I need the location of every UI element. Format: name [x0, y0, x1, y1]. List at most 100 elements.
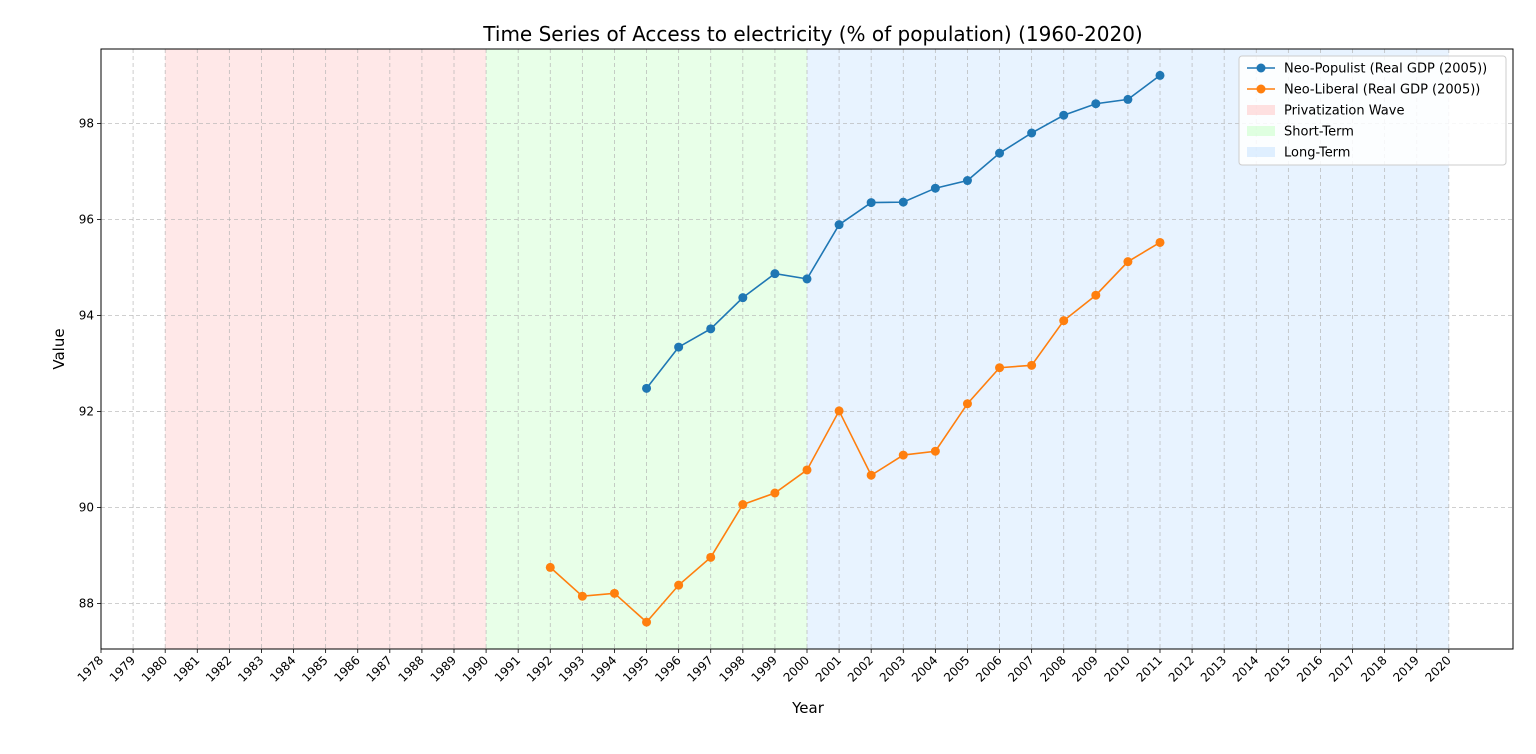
series-0-point-11	[995, 148, 1005, 158]
x-tick-label-1: 1979	[107, 653, 138, 684]
series-0-point-8	[898, 197, 908, 207]
x-tick-label-23: 2001	[813, 653, 844, 684]
x-tick-label-33: 2011	[1134, 653, 1165, 684]
x-tick-label-20: 1998	[716, 653, 747, 684]
series-0-point-5	[802, 274, 812, 284]
chart-title: Time Series of Access to electricity (% …	[482, 22, 1142, 46]
legend-box	[1238, 55, 1507, 166]
series-0-point-0	[642, 383, 652, 393]
series-0-point-9	[930, 183, 940, 193]
x-tick-label-13: 1991	[492, 653, 523, 684]
series-1-point-1	[577, 591, 587, 601]
series-1-point-15	[1027, 360, 1037, 370]
series-layer	[545, 70, 1165, 627]
y-tick-label-4: 96	[79, 212, 94, 226]
series-1-point-16	[1059, 316, 1069, 326]
legend: Neo-Populist (Real GDP (2005)) Neo-Libera…	[1238, 55, 1507, 166]
x-tick-label-11: 1989	[428, 653, 459, 684]
series-1-point-18	[1123, 257, 1133, 267]
y-tick-label-0: 88	[79, 596, 94, 610]
x-axis-ticks: 1978 1979 1980 1981 1982 1983 1984 1985 1986 1987…	[75, 649, 1454, 685]
x-tick-label-12: 1990	[460, 653, 491, 684]
legend-marker-0	[1256, 63, 1266, 73]
x-tick-label-3: 1981	[171, 653, 202, 684]
x-tick-label-30: 2008	[1037, 653, 1068, 684]
series-1-point-17	[1091, 290, 1101, 300]
period-band-0	[165, 49, 487, 649]
x-tick-label-40: 2018	[1358, 653, 1389, 684]
y-axis-ticks: 88 90 92 94 96 98	[79, 116, 101, 610]
series-0-point-7	[866, 198, 876, 208]
x-tick-label-9: 1987	[363, 653, 394, 684]
x-tick-label-42: 2020	[1422, 653, 1453, 684]
series-1-point-8	[802, 465, 812, 475]
x-axis-title: Year	[791, 699, 825, 717]
x-tick-label-24: 2002	[845, 653, 876, 684]
x-tick-label-15: 1993	[556, 653, 587, 684]
y-tick-label-2: 92	[79, 404, 94, 418]
x-tick-label-28: 2006	[973, 653, 1004, 684]
series-0-point-12	[1027, 128, 1037, 138]
x-tick-label-4: 1982	[203, 653, 234, 684]
x-tick-label-2: 1980	[139, 653, 170, 684]
series-0-point-3	[738, 293, 748, 303]
legend-swatch-period-1	[1247, 126, 1275, 136]
grid-lines	[100, 49, 1513, 649]
series-0-point-13	[1059, 110, 1069, 120]
x-tick-label-26: 2004	[909, 653, 940, 684]
x-tick-label-22: 2000	[781, 653, 812, 684]
series-1-point-0	[545, 562, 555, 572]
x-tick-label-38: 2016	[1294, 653, 1325, 684]
x-tick-label-31: 2009	[1069, 653, 1100, 684]
series-0-point-10	[962, 176, 972, 186]
series-1-point-12	[930, 446, 940, 456]
series-1-point-11	[898, 450, 908, 460]
x-tick-label-7: 1985	[299, 653, 330, 684]
series-0-point-14	[1091, 99, 1101, 109]
series-1-point-5	[706, 552, 716, 562]
series-1-point-10	[866, 470, 876, 480]
x-tick-label-36: 2014	[1230, 653, 1261, 684]
period-band-1	[486, 49, 807, 649]
x-tick-label-29: 2007	[1005, 653, 1036, 684]
x-tick-label-10: 1988	[396, 653, 427, 684]
legend-marker-1	[1256, 84, 1266, 94]
y-tick-label-1: 90	[79, 500, 94, 514]
legend-label-series-1: Neo-Liberal (Real GDP (2005))	[1284, 83, 1480, 98]
series-1-point-13	[962, 399, 972, 409]
x-tick-label-8: 1986	[331, 653, 362, 684]
series-1-point-14	[995, 363, 1005, 373]
y-axis-title: Value	[50, 328, 68, 369]
x-tick-label-35: 2013	[1198, 653, 1229, 684]
series-0-point-2	[706, 324, 716, 334]
y-tick-label-3: 94	[79, 308, 94, 322]
x-tick-label-19: 1997	[684, 653, 715, 684]
legend-label-period-2: Long-Term	[1284, 146, 1350, 161]
x-tick-label-18: 1996	[652, 653, 683, 684]
series-1-point-9	[834, 406, 844, 416]
x-tick-label-16: 1994	[588, 653, 619, 684]
series-0-point-16	[1155, 70, 1165, 80]
legend-swatch-period-0	[1247, 105, 1275, 115]
x-tick-label-6: 1984	[267, 653, 298, 684]
legend-label-series-0: Neo-Populist (Real GDP (2005))	[1284, 62, 1487, 77]
series-0-point-1	[674, 342, 684, 352]
series-0-point-6	[834, 220, 844, 230]
x-tick-label-21: 1999	[749, 653, 780, 684]
x-tick-label-41: 2019	[1390, 653, 1421, 684]
x-tick-label-37: 2015	[1262, 653, 1293, 684]
x-tick-label-27: 2005	[941, 653, 972, 684]
series-1-point-3	[642, 617, 652, 627]
x-tick-label-32: 2010	[1102, 653, 1133, 684]
x-tick-label-39: 2017	[1326, 653, 1357, 684]
x-tick-label-34: 2012	[1166, 653, 1197, 684]
x-tick-label-17: 1995	[620, 653, 651, 684]
x-tick-label-14: 1992	[524, 653, 555, 684]
y-tick-label-5: 98	[79, 116, 94, 130]
series-0-point-4	[770, 269, 780, 279]
series-line-1	[549, 241, 1161, 624]
legend-label-period-1: Short-Term	[1284, 125, 1354, 140]
series-1-point-4	[674, 580, 684, 590]
series-1-point-2	[609, 588, 619, 598]
